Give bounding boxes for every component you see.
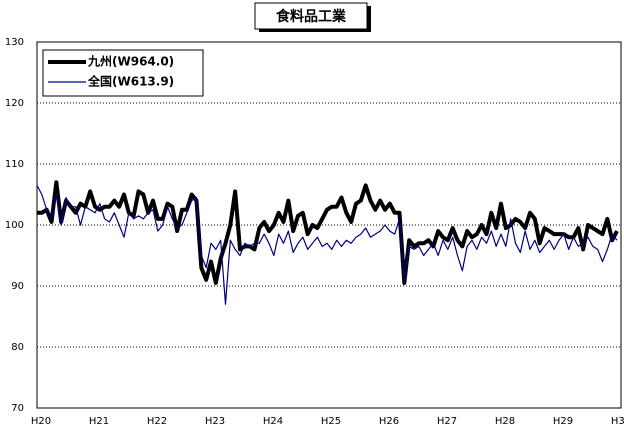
y-tick-label: 110 — [5, 159, 24, 170]
title-box — [254, 2, 368, 30]
x-tick-label: H27 — [437, 416, 457, 427]
y-tick-label: 70 — [11, 403, 24, 414]
legend-label: 九州(W964.0) — [87, 54, 174, 69]
y-tick-label: 120 — [5, 98, 24, 109]
x-tick-label: H30 — [611, 416, 624, 427]
x-tick-label: H20 — [31, 416, 51, 427]
x-tick-label: H23 — [205, 416, 225, 427]
x-tick-label: H26 — [379, 416, 399, 427]
y-tick-label: 100 — [5, 220, 24, 231]
series-line — [37, 180, 619, 285]
x-tick-label: H29 — [553, 416, 573, 427]
x-tick-label: H24 — [263, 416, 283, 427]
x-tick-label: H28 — [495, 416, 515, 427]
chart-title: 食料品工業 — [276, 8, 347, 25]
legend-label: 全国(W613.9) — [87, 74, 174, 89]
x-tick-label: H21 — [89, 416, 109, 427]
legend — [42, 49, 204, 97]
y-tick-label: 90 — [11, 281, 24, 292]
x-tick-label: H25 — [321, 416, 341, 427]
x-tick-label: H22 — [147, 416, 167, 427]
y-tick-label: 130 — [5, 37, 24, 48]
y-tick-label: 80 — [11, 342, 24, 353]
series-line — [36, 185, 618, 305]
